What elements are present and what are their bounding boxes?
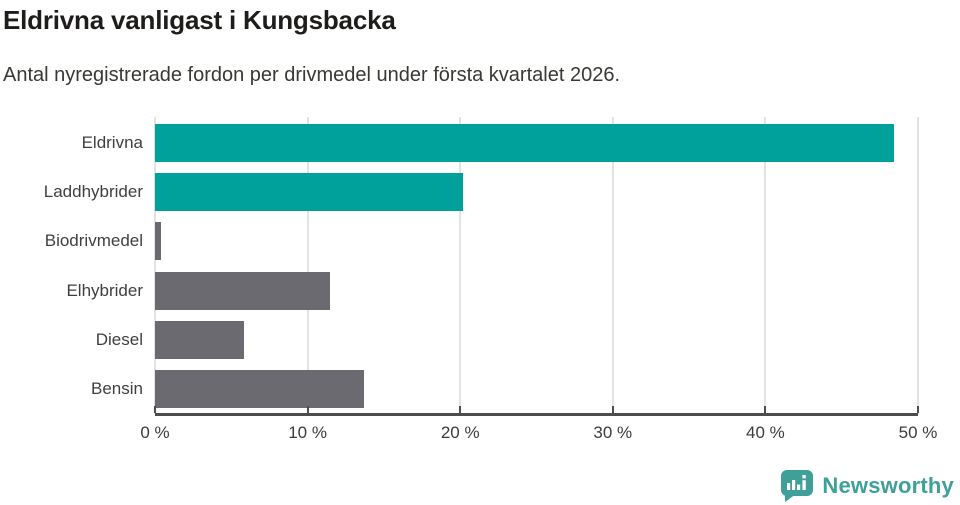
category-label: Eldrivna xyxy=(81,132,143,152)
category-label: Biodrivmedel xyxy=(44,231,143,251)
axis-tick xyxy=(459,406,462,413)
bar-row: Eldrivna xyxy=(0,118,918,167)
axis-tick-label: 40 % xyxy=(746,423,785,442)
bar-track xyxy=(155,123,918,162)
bar-row: Elhybrider xyxy=(0,266,918,315)
category-label: Laddhybrider xyxy=(43,181,143,201)
bar-track xyxy=(155,222,918,261)
axis-tick-label: 30 % xyxy=(593,423,633,442)
bar-track xyxy=(155,271,918,310)
axis-tick xyxy=(154,406,156,413)
chart-subtitle: Antal nyregistrerade fordon per drivmede… xyxy=(3,64,621,86)
category-label: Bensin xyxy=(91,379,143,399)
bar-row: Laddhybrider xyxy=(0,167,918,216)
x-axis-ticks xyxy=(154,406,919,413)
axis-tick xyxy=(764,406,767,413)
x-axis-tick-labels: 0 % 10 % 20 % 30 % 40 % 50 % xyxy=(140,423,937,447)
category-label: Diesel xyxy=(95,329,143,349)
bar-diesel xyxy=(155,320,244,359)
gridline xyxy=(764,117,767,414)
brand-footer: Newsworthy xyxy=(780,469,954,502)
gridline xyxy=(154,117,156,414)
bar-biodrivmedel xyxy=(155,222,162,261)
bar-row: Bensin xyxy=(0,365,918,414)
newsworthy-logo-icon xyxy=(781,470,814,502)
bar-row: Biodrivmedel xyxy=(0,217,918,266)
bar-elhybrider xyxy=(155,271,331,310)
gridline xyxy=(459,117,462,414)
gridline xyxy=(306,117,309,414)
chart-title: Eldrivna vanligast i Kungsbacka xyxy=(3,5,396,35)
axis-tick xyxy=(306,406,309,413)
bar-chart: Eldrivna Laddhybrider Biodrivmedel Elhybrid… xyxy=(0,117,937,442)
gridline xyxy=(917,117,919,414)
category-label: Elhybrider xyxy=(66,280,143,300)
x-axis-line xyxy=(155,413,918,416)
brand-name: Newsworthy xyxy=(822,472,954,498)
axis-tick-label: 20 % xyxy=(440,423,480,442)
axis-tick-label: 0 % xyxy=(140,423,170,442)
bar-row: Diesel xyxy=(0,315,918,364)
bar-eldrivna xyxy=(155,123,894,162)
bar-bensin xyxy=(155,370,365,409)
axis-tick xyxy=(917,406,919,413)
gridlines xyxy=(154,117,919,414)
axis-tick-label: 10 % xyxy=(288,423,327,442)
axis-tick-label: 50 % xyxy=(898,423,938,442)
bar-laddhybrider xyxy=(155,172,464,211)
chart-rows: Eldrivna Laddhybrider Biodrivmedel Elhybrid… xyxy=(0,118,918,414)
gridline xyxy=(611,117,614,414)
bar-track xyxy=(155,172,918,211)
axis-tick xyxy=(611,406,614,413)
bar-track xyxy=(155,370,918,409)
bar-track xyxy=(155,320,918,359)
